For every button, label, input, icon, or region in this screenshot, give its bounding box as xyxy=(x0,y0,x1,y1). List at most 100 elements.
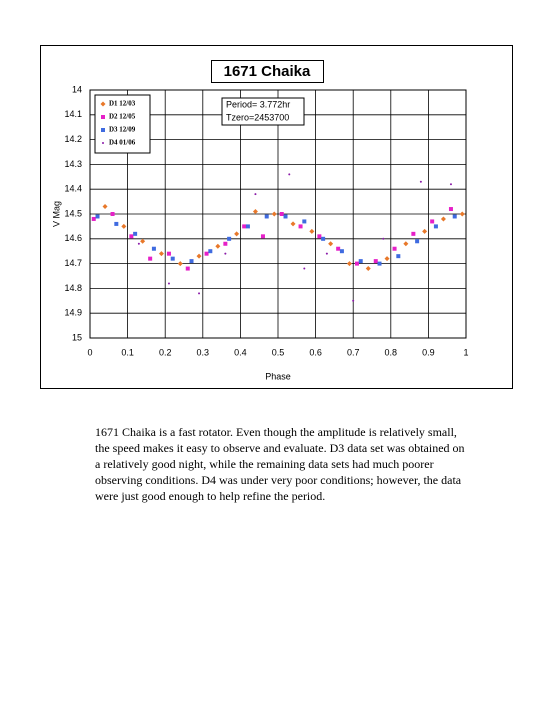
annotation-box xyxy=(221,97,305,126)
point xyxy=(151,246,156,251)
point xyxy=(170,256,175,261)
point xyxy=(328,241,334,247)
point xyxy=(166,251,171,256)
x-tick-label: 0 xyxy=(87,347,92,357)
point xyxy=(415,239,420,244)
point xyxy=(254,193,257,196)
point xyxy=(298,224,303,229)
point xyxy=(422,228,428,234)
point xyxy=(288,173,291,176)
x-tick-label: 1 xyxy=(463,347,468,357)
legend-marker xyxy=(102,142,104,144)
point xyxy=(392,246,397,251)
point xyxy=(215,243,221,249)
point xyxy=(433,224,438,229)
point xyxy=(196,253,202,259)
point xyxy=(189,259,194,264)
point xyxy=(309,228,315,234)
x-tick-label: 0.1 xyxy=(121,347,134,357)
y-tick-label: 14.2 xyxy=(64,134,82,144)
point xyxy=(114,221,119,226)
point xyxy=(419,180,422,183)
point xyxy=(137,242,140,245)
legend-label: D3 12/09 xyxy=(109,126,136,134)
point xyxy=(223,241,228,246)
title-box xyxy=(211,60,324,83)
point xyxy=(110,212,115,216)
y-tick-label: 14.3 xyxy=(64,159,82,169)
point xyxy=(271,211,277,217)
point xyxy=(303,267,306,270)
point xyxy=(95,214,100,219)
point xyxy=(384,256,390,262)
point xyxy=(430,219,435,224)
point xyxy=(245,224,250,229)
chart-title: 1671 Chaika xyxy=(224,63,311,80)
x-tick-label: 0.5 xyxy=(272,347,285,357)
point xyxy=(403,241,409,247)
point xyxy=(224,252,227,255)
point xyxy=(321,236,326,241)
y-tick-label: 14.7 xyxy=(64,258,82,268)
legend-marker xyxy=(100,101,106,107)
point xyxy=(264,214,269,219)
point xyxy=(242,224,247,229)
y-tick-label: 14.9 xyxy=(64,308,82,318)
legend-marker xyxy=(101,115,105,119)
y-tick-label: 14.5 xyxy=(64,208,82,218)
legend-label: D1 12/03 xyxy=(109,100,136,108)
x-tick-label: 0.2 xyxy=(159,347,172,357)
x-tick-label: 0.6 xyxy=(309,347,322,357)
point xyxy=(373,259,378,264)
point xyxy=(377,261,382,266)
point xyxy=(158,251,164,257)
x-tick-label: 0.4 xyxy=(234,347,247,357)
point xyxy=(185,266,190,271)
point xyxy=(354,261,359,266)
x-tick-label: 0.9 xyxy=(422,347,435,357)
point xyxy=(204,251,209,256)
point xyxy=(283,214,288,219)
point xyxy=(198,292,201,295)
body-text: 1671 Chaika is a fast rotator. Even thou… xyxy=(95,425,465,503)
point xyxy=(129,234,134,239)
point xyxy=(208,249,213,254)
y-axis-label: V Mag xyxy=(51,201,61,227)
point xyxy=(339,249,344,254)
point xyxy=(167,282,170,285)
point xyxy=(459,211,465,217)
point xyxy=(121,223,127,229)
point xyxy=(452,214,457,219)
y-tick-label: 14.8 xyxy=(64,283,82,293)
point xyxy=(440,216,446,222)
point xyxy=(358,259,363,264)
x-tick-label: 0.3 xyxy=(197,347,210,357)
point xyxy=(317,234,322,239)
point xyxy=(102,204,108,210)
y-tick-label: 14.4 xyxy=(64,184,82,194)
point xyxy=(302,219,307,224)
x-tick-label: 0.7 xyxy=(347,347,360,357)
legend-marker xyxy=(101,128,105,132)
y-tick-label: 14 xyxy=(72,84,82,94)
y-tick-label: 14.1 xyxy=(64,109,82,119)
point xyxy=(133,231,138,236)
point xyxy=(448,207,453,212)
point xyxy=(382,237,385,240)
point xyxy=(336,246,341,251)
point xyxy=(177,261,183,267)
point xyxy=(148,256,153,261)
chart: 1671 Chaika Phase V Mag 14 14.1 14.2 14.3 14… xyxy=(40,45,513,389)
point xyxy=(140,238,146,244)
point xyxy=(252,209,258,215)
annotation: Tzero=2453700 xyxy=(226,112,289,122)
x-tick-label: 0.8 xyxy=(385,347,398,357)
y-tick-label: 14.6 xyxy=(64,233,82,243)
point xyxy=(352,299,355,302)
legend-label: D4 01/06 xyxy=(109,139,136,147)
point xyxy=(411,231,416,236)
point xyxy=(227,236,232,241)
point xyxy=(365,266,371,272)
annotation: Period= 3.772hr xyxy=(226,99,290,109)
